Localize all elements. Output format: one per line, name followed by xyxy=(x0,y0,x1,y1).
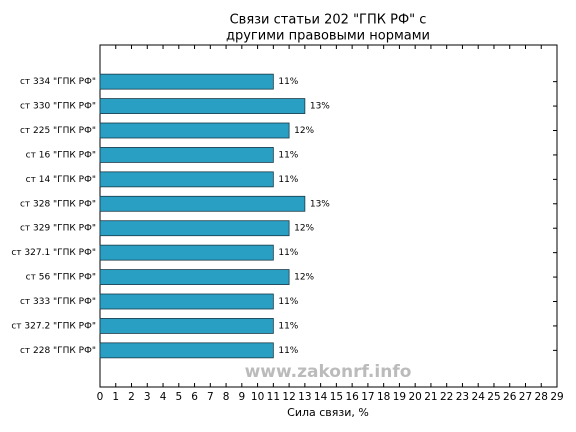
y-tick-label: ст 327.2 "ГПК РФ" xyxy=(11,321,96,331)
bar xyxy=(99,244,274,261)
watermark: www.zakonrf.info xyxy=(245,362,412,382)
x-tick-label: 13 xyxy=(298,391,311,403)
x-tick-label: 24 xyxy=(472,391,486,403)
data-label: 11% xyxy=(278,321,298,331)
x-tick-label: 0 xyxy=(97,391,104,403)
data-label: 12% xyxy=(294,126,314,136)
data-label: 11% xyxy=(278,297,298,307)
x-tick-label: 6 xyxy=(191,391,198,403)
data-label: 12% xyxy=(294,273,314,283)
chart-title: Связи статьи 202 "ГПК РФ" с xyxy=(230,13,427,28)
x-tick-label: 29 xyxy=(550,391,563,403)
x-axis-label: Сила связи, % xyxy=(287,406,369,419)
x-tick-label: 12 xyxy=(282,391,295,403)
data-label: 13% xyxy=(310,102,330,112)
bar xyxy=(99,122,290,139)
y-tick-label: ст 327.1 "ГПК РФ" xyxy=(11,248,96,258)
x-tick-label: 11 xyxy=(267,391,280,403)
x-tick-label: 10 xyxy=(251,391,264,403)
x-tick-label: 22 xyxy=(440,391,453,403)
x-tick-label: 26 xyxy=(503,391,517,403)
bar xyxy=(99,98,306,114)
x-tick-label: 2 xyxy=(128,391,135,403)
x-tick-label: 25 xyxy=(487,391,500,403)
y-tick-label: ст 16 "ГПК РФ" xyxy=(26,150,96,160)
y-tick-label: ст 328 "ГПК РФ" xyxy=(20,199,96,209)
bar xyxy=(99,269,290,285)
bar xyxy=(99,171,274,188)
bar xyxy=(99,147,274,163)
data-label: 11% xyxy=(278,175,298,185)
x-tick-label: 1 xyxy=(112,391,119,403)
y-tick-label: ст 56 "ГПК РФ" xyxy=(26,273,96,283)
y-tick-label: ст 334 "ГПК РФ" xyxy=(20,77,96,87)
bar xyxy=(99,73,274,90)
x-tick-label: 21 xyxy=(424,391,437,403)
y-tick-label: ст 225 "ГПК РФ" xyxy=(20,126,96,136)
bar xyxy=(99,293,274,310)
x-tick-label: 9 xyxy=(238,391,245,403)
x-tick-label: 17 xyxy=(361,391,374,403)
plot-frame xyxy=(99,44,558,388)
data-label: 12% xyxy=(294,224,314,234)
data-label: 11% xyxy=(278,346,298,356)
y-tick-label: ст 228 "ГПК РФ" xyxy=(20,346,96,356)
data-label: 11% xyxy=(278,150,298,160)
x-tick-label: 4 xyxy=(160,391,167,403)
x-tick-label: 16 xyxy=(345,391,359,403)
x-tick-label: 8 xyxy=(223,391,230,403)
bar xyxy=(99,195,306,212)
y-tick-label: ст 329 "ГПК РФ" xyxy=(20,224,96,234)
bar xyxy=(99,342,274,359)
data-label: 11% xyxy=(278,248,298,258)
bar xyxy=(99,220,290,237)
data-label: 11% xyxy=(278,77,298,87)
x-tick-label: 20 xyxy=(408,391,421,403)
data-label: 13% xyxy=(310,199,330,209)
x-tick-label: 19 xyxy=(393,391,406,403)
y-tick-label: ст 14 "ГПК РФ" xyxy=(26,175,96,185)
x-tick-label: 7 xyxy=(207,391,214,403)
x-tick-label: 28 xyxy=(535,391,548,403)
chart-title: другими правовыми нормами xyxy=(226,29,430,44)
x-tick-label: 15 xyxy=(330,391,343,403)
x-tick-label: 14 xyxy=(314,391,328,403)
x-tick-label: 5 xyxy=(175,391,182,403)
y-tick-label: ст 330 "ГПК РФ" xyxy=(20,102,96,112)
y-tick-label: ст 333 "ГПК РФ" xyxy=(20,297,96,307)
x-tick-label: 3 xyxy=(144,391,151,403)
bar xyxy=(99,318,274,334)
x-tick-label: 27 xyxy=(519,391,532,403)
x-tick-label: 23 xyxy=(456,391,469,403)
x-tick-label: 18 xyxy=(377,391,390,403)
